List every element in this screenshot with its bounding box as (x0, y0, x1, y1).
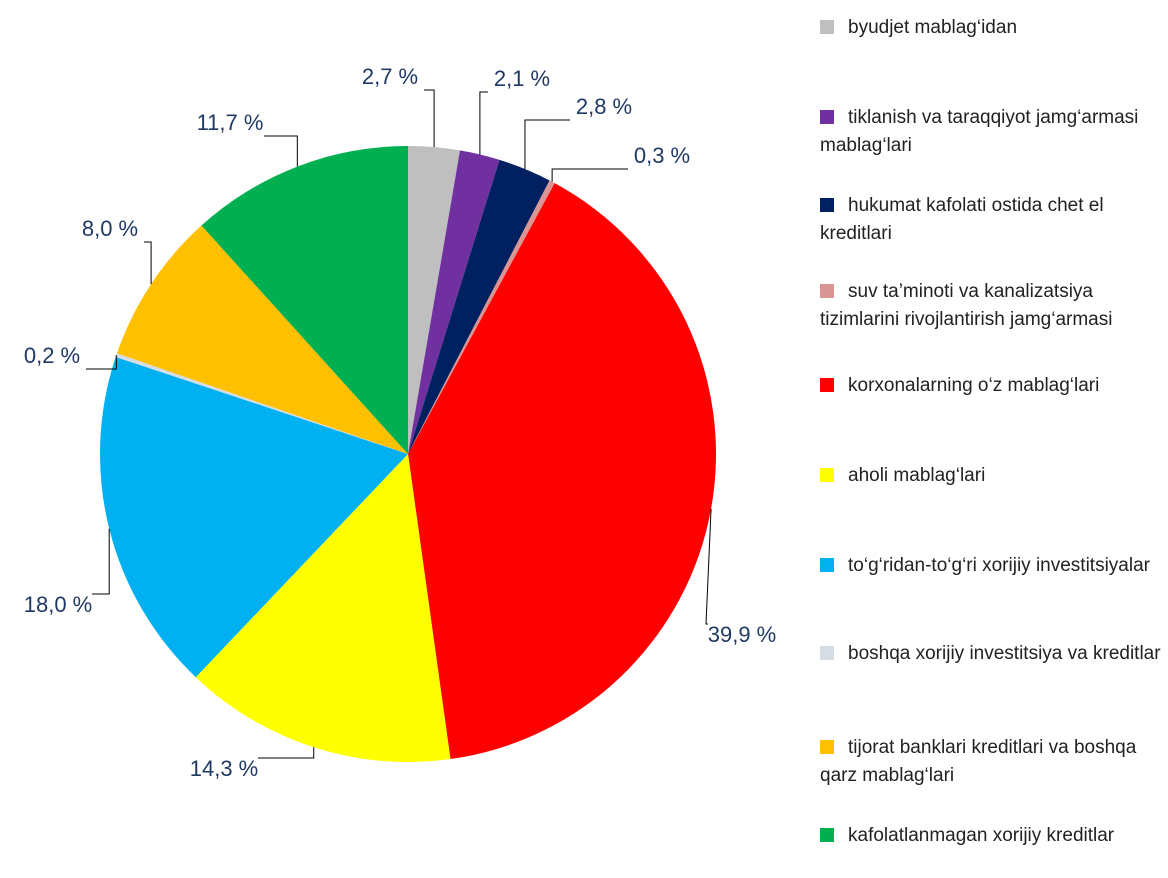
leader-line (92, 528, 110, 595)
legend-swatch (820, 740, 834, 754)
data-label: 11,7 % (197, 110, 264, 135)
pie-slice (408, 146, 461, 454)
legend-label: hukumat kafolati ostida chet el kreditla… (820, 195, 1104, 244)
legend-item: to‘g‘ridan-to‘g‘ri xorijiy investitsiyal… (820, 552, 1165, 580)
legend-swatch (820, 20, 834, 34)
leader-line (524, 119, 570, 170)
pie-slice (408, 150, 500, 455)
legend-label: tiklanish va taraqqiyot jamg‘armasi mabl… (820, 107, 1139, 156)
data-label: 18,0 % (24, 592, 93, 617)
leader-line (551, 168, 628, 182)
legend-swatch (820, 558, 834, 572)
legend-swatch (820, 468, 834, 482)
data-label: 2,8 % (576, 94, 632, 119)
legend-label: kafolatlanmagan xorijiy kreditlar (848, 825, 1115, 846)
legend-item: tiklanish va taraqqiyot jamg‘armasi mabl… (820, 104, 1165, 160)
legend-item: korxonalarning o‘z mablag‘lari (820, 372, 1165, 400)
data-label: 8,0 % (82, 216, 138, 241)
pie-slice (195, 454, 451, 762)
pie-slice (408, 183, 717, 760)
legend-label: suv ta’minoti va kanalizatsiya tizimlari… (820, 281, 1113, 330)
legend-swatch (820, 646, 834, 660)
data-label: 0,3 % (634, 143, 690, 168)
legend-swatch (820, 828, 834, 842)
data-label: 2,1 % (494, 66, 550, 91)
pie-slice (408, 180, 555, 454)
leader-line (86, 355, 117, 370)
pie-slice (408, 159, 550, 454)
leader-line (264, 135, 298, 167)
legend-item: hukumat kafolati ostida chet el kreditla… (820, 192, 1165, 248)
pie-slice (115, 353, 408, 454)
legend-label: tijorat banklari kreditlari va boshqa qa… (820, 737, 1137, 786)
legend-item: boshqa xorijiy investitsiya va kreditlar (820, 640, 1165, 668)
leader-line (258, 747, 315, 759)
legend-label: boshqa xorijiy investitsiya va kreditlar (848, 643, 1161, 664)
leader-line (705, 508, 712, 625)
legend-item: aholi mablag‘lari (820, 462, 1165, 490)
leader-line (479, 91, 488, 155)
legend-swatch (820, 110, 834, 124)
legend-item: tijorat banklari kreditlari va boshqa qa… (820, 734, 1165, 790)
legend-label: korxonalarning o‘z mablag‘lari (848, 375, 1100, 396)
legend-label: byudjet mablag‘idan (848, 17, 1018, 38)
legend-item: kafolatlanmagan xorijiy kreditlar (820, 822, 1165, 850)
legend-item: byudjet mablag‘idan (820, 14, 1165, 42)
data-label: 14,3 % (190, 756, 259, 781)
data-label: 0,2 % (24, 343, 80, 368)
pie-slice (201, 146, 408, 454)
legend-swatch (820, 284, 834, 298)
legend-swatch (820, 198, 834, 212)
pie-slice (100, 356, 408, 678)
legend-label: to‘g‘ridan-to‘g‘ri xorijiy investitsiyal… (848, 555, 1150, 576)
pie-slice (116, 225, 409, 454)
legend-item: suv ta’minoti va kanalizatsiya tizimlari… (820, 278, 1165, 334)
data-label: 39,9 % (708, 622, 777, 647)
leader-line (424, 89, 435, 148)
legend-label: aholi mablag‘lari (848, 465, 986, 486)
legend-swatch (820, 378, 834, 392)
data-label: 2,7 % (362, 64, 418, 89)
leader-line (144, 241, 152, 285)
